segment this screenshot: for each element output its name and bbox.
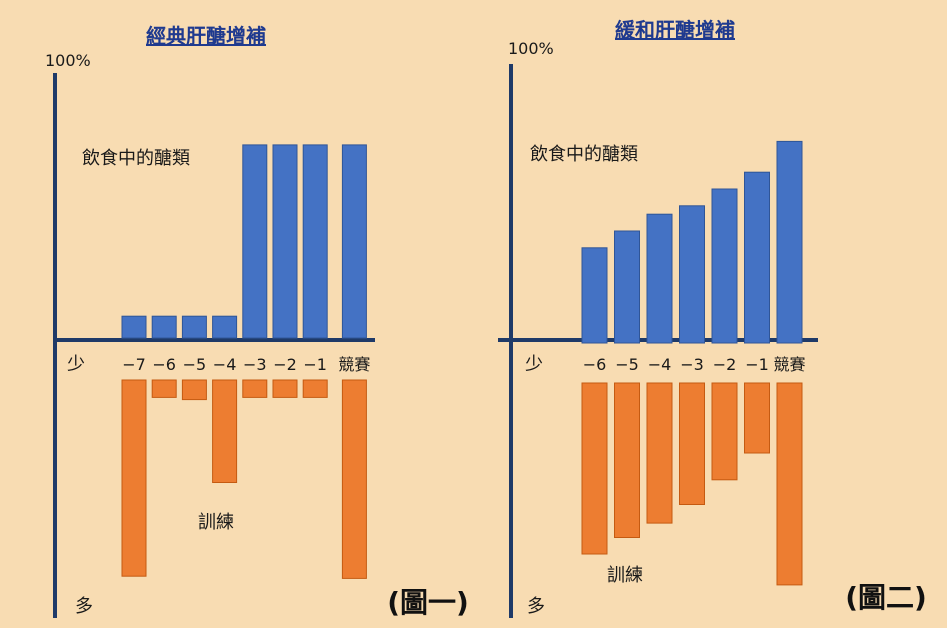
x-tick-label-3: −4 xyxy=(213,355,237,374)
training-bar-0 xyxy=(581,382,608,555)
diet-bar-0 xyxy=(581,247,608,344)
training-bar-3 xyxy=(212,379,238,483)
training-bar-4 xyxy=(711,382,738,481)
x-tick-label-7: 競賽 xyxy=(338,355,370,374)
diet-bar-4 xyxy=(242,144,268,339)
chart-classic: 經典肝醣增補 100% 飲食中的醣類 訓練 少 多 (圖一) −7 −6 −5 −4−… xyxy=(45,24,469,619)
training-bar-2 xyxy=(646,382,673,524)
y-top-label: 100% xyxy=(45,51,91,70)
x-tick-label-4: −3 xyxy=(243,355,267,374)
training-bar-6 xyxy=(776,382,803,586)
diet-bar-7 xyxy=(341,144,367,339)
training-bar-3 xyxy=(679,382,705,505)
training-bar-2 xyxy=(181,379,207,401)
training-bar-1 xyxy=(614,382,640,538)
x-tick-label-1: −6 xyxy=(152,355,176,374)
chart-gradual: 緩和肝醣增補 100% 飲食中的醣類 訓練 少 多 (圖二) −6 −5 −4 −3−… xyxy=(498,18,927,618)
x-tick-label-6: −1 xyxy=(303,355,327,374)
axis-high-label: 多 xyxy=(527,596,545,617)
training-bar-4 xyxy=(242,379,268,398)
diet-bar-2 xyxy=(181,315,207,339)
diet-bar-6 xyxy=(776,140,803,344)
diet-bar-4 xyxy=(711,188,738,344)
diet-series-label: 飲食中的醣類 xyxy=(530,144,638,165)
diet-series-label: 飲食中的醣類 xyxy=(82,148,190,169)
diet-bar-3 xyxy=(679,205,705,344)
diet-bar-5 xyxy=(272,144,298,339)
training-bar-7 xyxy=(341,379,367,579)
chart-title: 緩和肝醣增補 xyxy=(615,18,735,42)
training-bar-5 xyxy=(744,382,770,454)
diet-bar-1 xyxy=(151,315,177,339)
training-bar-1 xyxy=(151,379,177,398)
figure-label: (圖二) xyxy=(845,581,927,614)
training-series-label: 訓練 xyxy=(607,565,643,586)
axis-low-label: 少 xyxy=(67,354,85,375)
diet-bar-0 xyxy=(121,315,147,339)
training-series-label: 訓練 xyxy=(198,512,234,533)
y-top-label: 100% xyxy=(508,39,554,58)
x-tick-label-4: −2 xyxy=(713,355,737,374)
x-tick-label-3: −3 xyxy=(680,355,704,374)
axis-low-label: 少 xyxy=(525,354,543,375)
x-tick-label-5: −1 xyxy=(745,355,769,374)
x-tick-label-5: −2 xyxy=(273,355,297,374)
diet-bar-1 xyxy=(614,230,640,344)
x-tick-label-0: −6 xyxy=(583,355,607,374)
chart-bars xyxy=(581,140,803,586)
x-tick-label-2: −5 xyxy=(183,355,207,374)
chart-bars xyxy=(121,144,367,579)
training-bar-6 xyxy=(302,379,328,398)
diet-bar-6 xyxy=(302,144,328,339)
figure-label: (圖一) xyxy=(387,586,469,619)
diet-bar-2 xyxy=(646,213,673,344)
diet-bar-5 xyxy=(744,171,770,344)
chart-title: 經典肝醣增補 xyxy=(146,24,266,48)
axis-high-label: 多 xyxy=(75,596,93,617)
training-bar-5 xyxy=(272,379,298,398)
x-tick-labels: −7 −6 −5 −4 −3 −2 −1 競賽 xyxy=(122,355,370,374)
training-bar-0 xyxy=(121,379,147,577)
x-tick-label-2: −4 xyxy=(648,355,672,374)
x-tick-label-0: −7 xyxy=(122,355,146,374)
x-tick-labels: −6 −5 −4 −3 −2 −1 競賽 xyxy=(583,355,806,374)
diet-bar-3 xyxy=(212,315,238,339)
x-tick-label-6: 競賽 xyxy=(773,355,805,374)
x-tick-label-1: −5 xyxy=(615,355,639,374)
